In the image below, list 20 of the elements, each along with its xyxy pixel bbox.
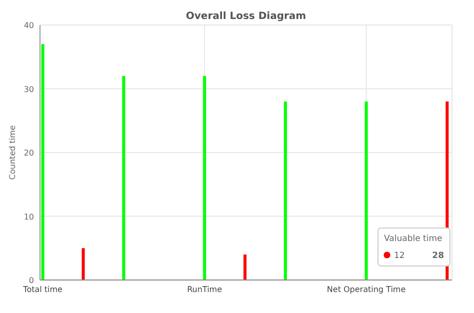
bar <box>364 102 368 280</box>
chart-title: Overall Loss Diagram <box>186 11 306 22</box>
annotation: 28 <box>432 251 444 261</box>
y-axis-title: Counted time <box>8 125 17 180</box>
bar <box>122 76 126 280</box>
annotation: 12 <box>394 251 405 261</box>
y-tick-label: 20 <box>24 148 34 158</box>
x-tick-label: RunTime <box>187 285 222 294</box>
y-tick-label: 30 <box>24 84 34 94</box>
bar <box>203 76 206 280</box>
y-tick-label: 40 <box>24 21 34 30</box>
annotation: Valuable time <box>384 234 442 244</box>
x-tick-label: Total time <box>22 285 63 294</box>
bar <box>82 248 85 280</box>
x-tick-label: Net Operating Time <box>326 285 406 294</box>
y-tick-label: 0 <box>28 276 34 285</box>
bar <box>284 102 287 280</box>
bar <box>243 254 246 280</box>
bar <box>41 44 44 280</box>
y-tick-label: 10 <box>24 212 34 222</box>
